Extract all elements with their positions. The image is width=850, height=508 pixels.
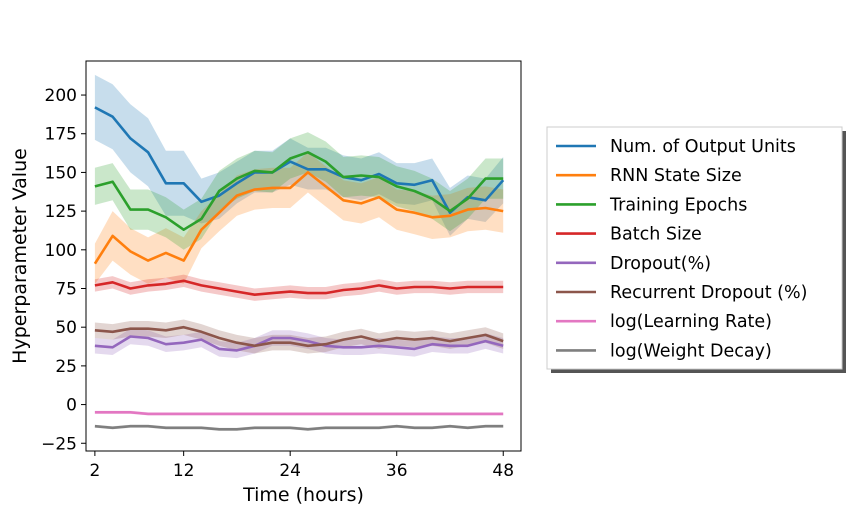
band-rnn-state-size (94, 152, 504, 284)
legend-label-dropout: Dropout(%) (610, 254, 711, 274)
x-tick-label: 48 (492, 461, 514, 481)
line-rnn-state-size (93, 171, 504, 265)
legend-label-training-epochs: Training Epochs (609, 195, 747, 215)
line-log-weight-decay (94, 424, 504, 431)
y-tick-label: 25 (55, 357, 77, 377)
line-recurrent-dropout (94, 325, 504, 348)
legend-box (546, 126, 843, 370)
line-log-learning-rate (94, 410, 504, 416)
y-tick-label: 100 (45, 241, 77, 261)
y-tick-label: 0 (66, 396, 77, 416)
legend: Num. of Output Units RNN State Size Traini… (546, 126, 846, 373)
x-tick-label: 24 (279, 461, 301, 481)
series-lines (93, 106, 505, 431)
confidence-bands (94, 74, 504, 431)
x-tick-label: 12 (173, 461, 195, 481)
y-axis: −25 0 25 50 75 100 125 150 175 200 (41, 86, 86, 454)
y-tick-label: 50 (55, 318, 77, 338)
plot-frame (85, 60, 522, 452)
y-tick-label: 125 (45, 202, 77, 222)
legend-label-batch-size: Batch Size (610, 225, 702, 245)
band-recurrent-dropout (94, 319, 504, 354)
legend-label-recurrent-dropout: Recurrent Dropout (%) (610, 283, 807, 303)
legend-label-log-weight-decay: log(Weight Decay) (610, 341, 772, 361)
legend-items: Num. of Output Units RNN State Size Traini… (556, 137, 807, 361)
legend-label-log-learning-rate: log(Learning Rate) (610, 312, 772, 332)
y-tick-label: 150 (45, 163, 77, 183)
y-tick-label: 75 (55, 280, 77, 300)
line-batch-size (94, 279, 504, 297)
x-tick-label: 2 (89, 461, 100, 481)
line-dropout (94, 335, 504, 352)
legend-label-num-of-output-units: Num. of Output Units (610, 137, 796, 157)
band-batch-size (94, 274, 504, 301)
x-axis-label: Time (hours) (242, 484, 364, 506)
legend-label-rnn-state-size: RNN State Size (610, 166, 742, 186)
x-tick-label: 36 (386, 461, 408, 481)
y-tick-label: −25 (41, 434, 77, 454)
y-axis-label: Hyperparameter Value (9, 148, 31, 364)
line-training-epochs (94, 151, 504, 231)
line-num-of-output-units (94, 106, 505, 214)
x-axis: 2 12 24 36 48 (89, 451, 514, 481)
y-tick-label: 175 (45, 125, 77, 145)
y-tick-label: 200 (45, 86, 77, 106)
